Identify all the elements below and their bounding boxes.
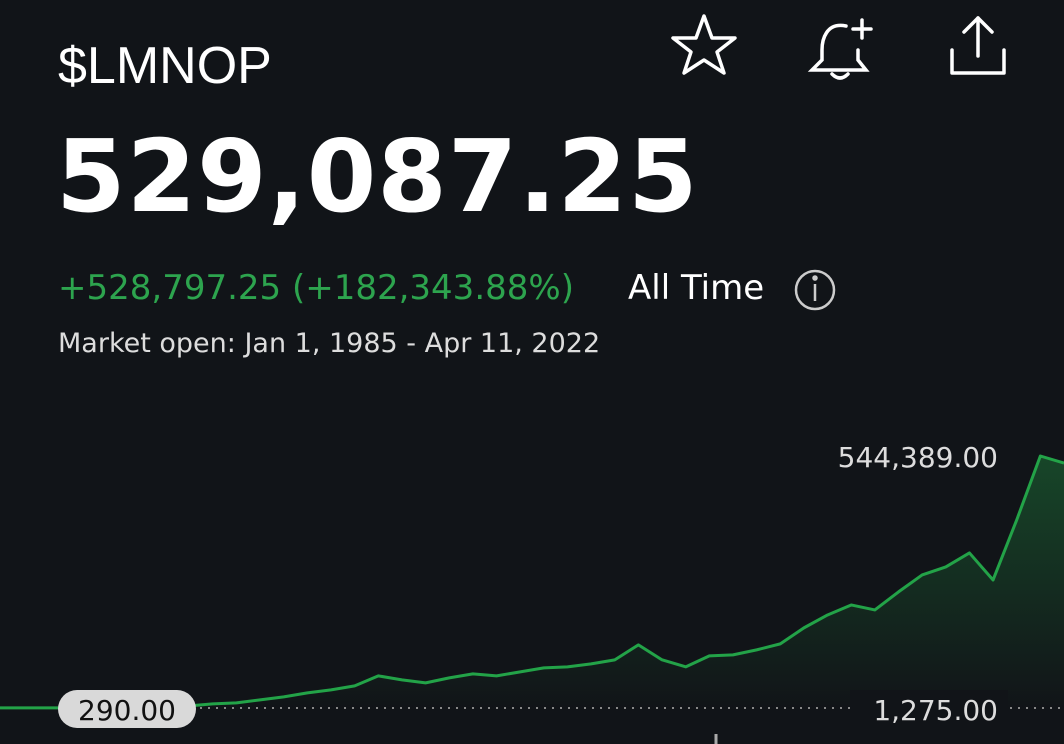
area bbox=[0, 456, 1064, 708]
price: 529,087.25 bbox=[56, 118, 699, 235]
low-label-bg bbox=[850, 690, 1008, 728]
alert-button[interactable] bbox=[807, 18, 873, 80]
market-status: Market open: Jan 1, 1985 - Apr 11, 2022 bbox=[58, 328, 601, 359]
high-label: 544,389.00 bbox=[838, 441, 998, 474]
star-button[interactable] bbox=[671, 14, 737, 75]
start-label-bg bbox=[58, 690, 196, 728]
info-icon[interactable] bbox=[794, 269, 836, 311]
low-label: 1,275.00 bbox=[873, 694, 998, 727]
ticker: $LMNOP bbox=[58, 37, 272, 95]
share-button[interactable] bbox=[950, 16, 1006, 75]
period[interactable]: All Time bbox=[628, 268, 765, 308]
change: +528,797.25 (+182,343.88%) bbox=[58, 268, 574, 308]
start-label: 290.00 bbox=[78, 694, 176, 727]
